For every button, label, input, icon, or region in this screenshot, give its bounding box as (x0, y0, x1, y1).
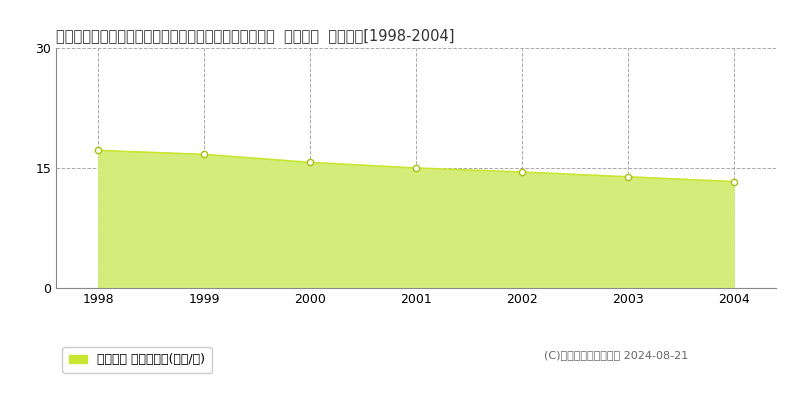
Text: (C)土地価格ドットコム 2024-08-21: (C)土地価格ドットコム 2024-08-21 (544, 350, 688, 360)
Legend: 地価公示 平均坪単価(万円/坪): 地価公示 平均坪単価(万円/坪) (62, 347, 211, 372)
Text: 埼玉県北葛飾郡松伏町大字大川戸字砂田１００２番１外  地価公示  地価推移[1998-2004]: 埼玉県北葛飾郡松伏町大字大川戸字砂田１００２番１外 地価公示 地価推移[1998… (56, 28, 454, 43)
